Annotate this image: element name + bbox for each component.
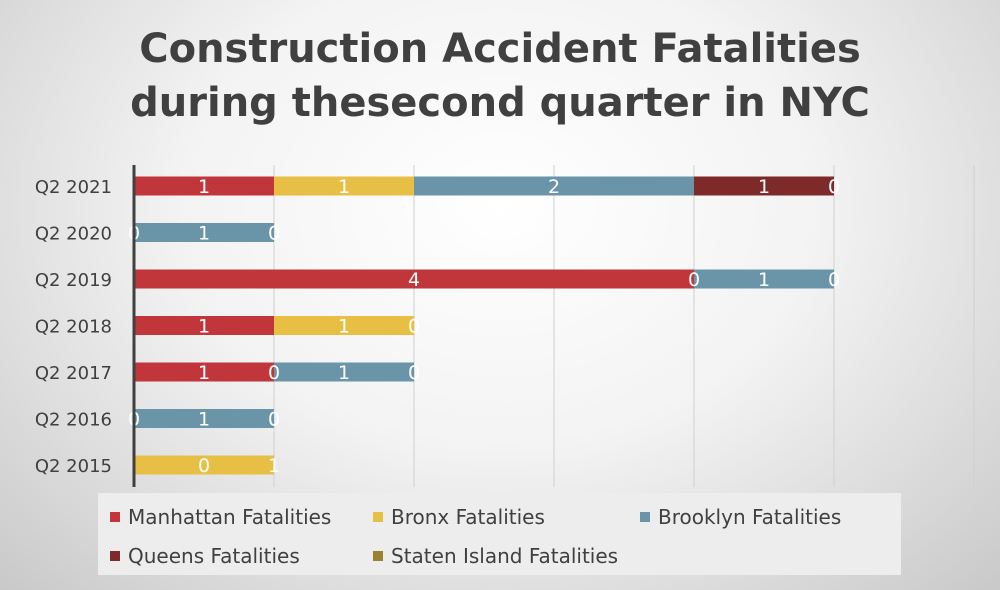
data-label: 1 — [758, 269, 770, 291]
bar-segment — [274, 362, 414, 382]
legend-item-queens: Queens Fatalities — [110, 544, 300, 568]
legend-item-bronx: Bronx Fatalities — [373, 505, 545, 529]
bar-segment — [134, 362, 274, 382]
legend-label-queens: Queens Fatalities — [128, 544, 300, 568]
y-tick-label: Q2 2020 — [35, 224, 112, 245]
data-label: 0 — [408, 316, 420, 338]
legend-swatch-queens — [110, 551, 120, 561]
data-label: 1 — [198, 316, 210, 338]
chart-title: Construction Accident Fatalities during … — [0, 22, 1000, 130]
bar-segment — [414, 176, 694, 196]
legend-swatch-staten-island — [373, 551, 383, 561]
bar-segment — [274, 316, 414, 335]
data-label: 0 — [268, 223, 280, 245]
data-label: 1 — [758, 176, 770, 198]
data-label: 1 — [198, 409, 210, 431]
data-label: 1 — [338, 362, 350, 384]
y-tick-label: Q2 2016 — [35, 410, 112, 431]
data-label: 1 — [198, 362, 210, 384]
bar-segment — [134, 269, 694, 289]
data-label: 4 — [408, 269, 420, 291]
legend-item-staten-island: Staten Island Fatalities — [373, 544, 618, 568]
legend-swatch-manhattan — [110, 512, 120, 522]
data-label: 1 — [198, 176, 210, 198]
data-label: 0 — [268, 362, 280, 384]
chart-title-line-2: during thesecond quarter in NYC — [130, 80, 870, 126]
bar-segment — [694, 269, 834, 289]
bar-segment — [134, 223, 274, 242]
data-label: 1 — [338, 176, 350, 198]
data-label: 1 — [338, 316, 350, 338]
legend-swatch-bronx — [373, 512, 383, 522]
chart-title-line-1: Construction Accident Fatalities — [139, 26, 861, 72]
legend-item-brooklyn: Brooklyn Fatalities — [640, 505, 841, 529]
data-label: 1 — [198, 223, 210, 245]
bar-segment — [134, 316, 274, 335]
y-tick-label: Q2 2018 — [35, 317, 112, 338]
data-label: 0 — [408, 362, 420, 384]
data-label: 0 — [268, 409, 280, 431]
bar-segment — [694, 176, 834, 196]
legend-label-manhattan: Manhattan Fatalities — [128, 505, 332, 529]
bar-segment — [134, 176, 274, 196]
data-label: 1 — [268, 455, 280, 477]
y-tick-label: Q2 2019 — [35, 270, 112, 291]
legend-label-brooklyn: Brooklyn Fatalities — [658, 505, 842, 529]
y-tick-label: Q2 2015 — [35, 456, 112, 477]
bar-segment — [274, 176, 414, 196]
legend: Manhattan Fatalities Bronx Fatalities Br… — [98, 493, 901, 575]
data-label: 0 — [828, 176, 840, 198]
y-tick-label: Q2 2021 — [35, 177, 112, 198]
data-label: 0 — [198, 455, 210, 477]
legend-label-bronx: Bronx Fatalities — [391, 505, 545, 529]
legend-item-manhattan: Manhattan Fatalities — [110, 505, 331, 529]
bar-segment — [134, 455, 274, 475]
data-label: 2 — [548, 176, 560, 198]
legend-swatch-brooklyn — [640, 512, 650, 522]
y-tick-label: Q2 2017 — [35, 363, 112, 384]
legend-label-staten-island: Staten Island Fatalities — [391, 544, 619, 568]
bar-segment — [134, 409, 274, 428]
data-label: 0 — [688, 269, 700, 291]
data-label: 0 — [828, 269, 840, 291]
